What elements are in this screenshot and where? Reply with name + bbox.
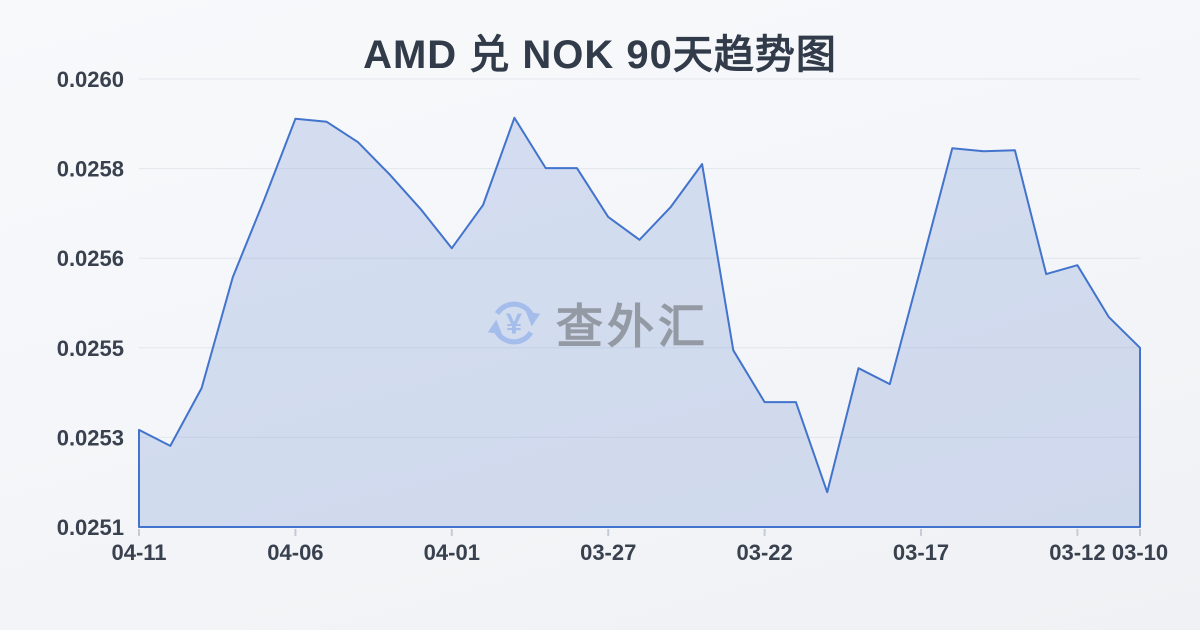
y-axis-tick-label: 0.0251 xyxy=(57,515,124,540)
y-axis-tick-label: 0.0258 xyxy=(57,157,124,182)
x-axis-tick-label: 03-12 xyxy=(1049,540,1105,565)
area-series xyxy=(138,116,1141,528)
y-axis-tick-label: 0.0253 xyxy=(57,425,124,450)
x-axis-tick-label: 04-01 xyxy=(424,540,480,565)
x-axis-tick-label: 04-06 xyxy=(267,540,323,565)
x-axis-tick-label: 03-27 xyxy=(580,540,636,565)
chart-title: AMD 兑 NOK 90天趋势图 xyxy=(363,33,837,77)
y-axis-tick-label: 0.0256 xyxy=(57,246,124,271)
x-axis-tick-label: 03-10 xyxy=(1112,540,1168,565)
x-axis-tick-label: 04-11 xyxy=(111,540,166,565)
y-axis-tick-label: 0.0255 xyxy=(57,336,124,361)
x-axis-tick-label: 03-17 xyxy=(893,540,949,565)
y-axis-tick-label: 0.0260 xyxy=(57,67,124,92)
x-axis-tick-label: 03-22 xyxy=(736,540,792,565)
